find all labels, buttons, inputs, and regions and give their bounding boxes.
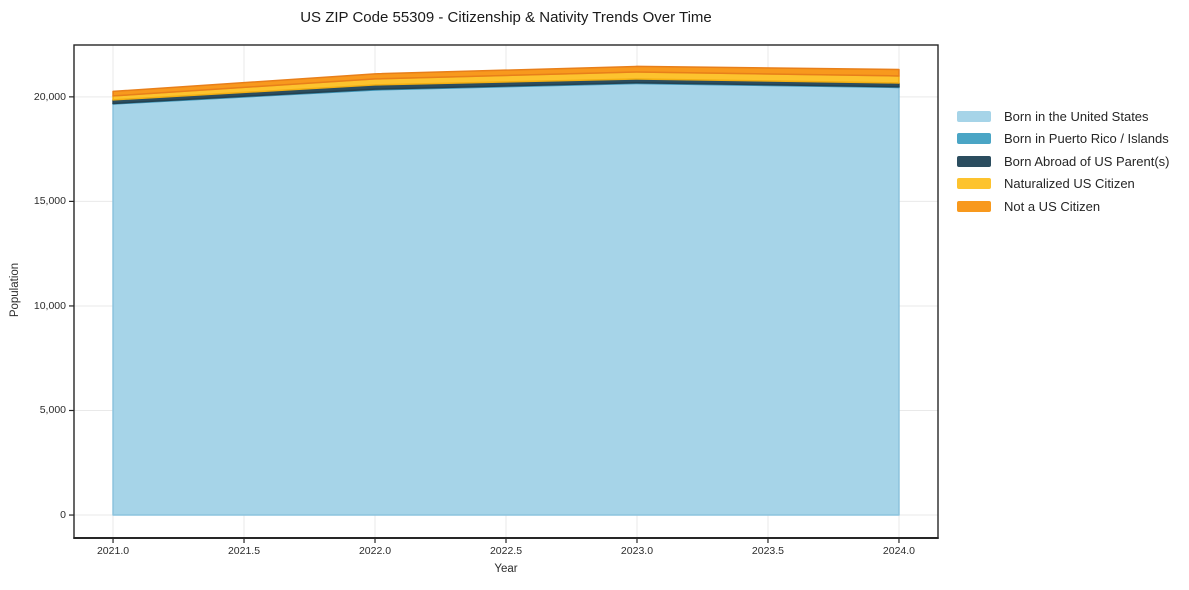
x-tick-label-2021.0: 2021.0 xyxy=(96,545,130,557)
x-tick-label-2022.0: 2022.0 xyxy=(358,545,392,557)
y-axis-title-text: Population xyxy=(9,262,21,318)
y-tick-label-20000: 20,000 xyxy=(33,90,66,103)
y-tick-label-0: 0 xyxy=(60,509,66,522)
x-tick-label-2023.5: 2023.5 xyxy=(751,545,785,557)
legend: Born in the United States Born in Puerto … xyxy=(957,105,1169,218)
legend-label-born-in-puerto-rico-islands: Born in Puerto Rico / Islands xyxy=(1004,131,1169,147)
x-tick-label-2021.5: 2021.5 xyxy=(227,545,261,557)
legend-swatch-born-abroad-of-us-parent-s xyxy=(957,155,991,167)
x-axis-title: Year xyxy=(494,563,518,575)
y-tick-label-5000: 5,000 xyxy=(39,404,66,417)
legend-item-not-a-us-citizen: Not a US Citizen xyxy=(957,195,1169,218)
legend-label-born-abroad-of-us-parent-s: Born Abroad of US Parent(s) xyxy=(1004,153,1170,169)
legend-label-not-a-us-citizen: Not a US Citizen xyxy=(1004,198,1101,214)
y-tick-label-10000: 10,000 xyxy=(33,299,66,312)
x-tick-label-2023.0: 2023.0 xyxy=(620,545,654,557)
chart-title: US ZIP Code 55309 - Citizenship & Nativi… xyxy=(300,9,712,26)
legend-label-naturalized-us-citizen: Naturalized US Citizen xyxy=(1004,176,1135,192)
legend-swatch-not-a-us-citizen xyxy=(957,200,991,212)
legend-item-born-abroad-of-us-parent-s: Born Abroad of US Parent(s) xyxy=(957,150,1169,173)
legend-swatch-born-in-the-united-states xyxy=(957,110,991,122)
legend-label-born-in-the-united-states: Born in the United States xyxy=(1004,108,1149,124)
y-tick-label-15000: 15,000 xyxy=(33,195,66,208)
legend-swatch-born-in-puerto-rico-islands xyxy=(957,133,991,145)
area-born-in-the-united-states xyxy=(112,82,900,516)
legend-item-born-in-puerto-rico-islands: Born in Puerto Rico / Islands xyxy=(957,128,1169,151)
legend-item-naturalized-us-citizen: Naturalized US Citizen xyxy=(957,173,1169,196)
legend-swatch-naturalized-us-citizen xyxy=(957,178,991,190)
x-tick-label-2022.5: 2022.5 xyxy=(489,545,523,557)
x-tick-label-2024.0: 2024.0 xyxy=(882,545,916,557)
legend-item-born-in-the-united-states: Born in the United States xyxy=(957,105,1169,128)
area-not-a-us-citizen xyxy=(112,65,900,97)
